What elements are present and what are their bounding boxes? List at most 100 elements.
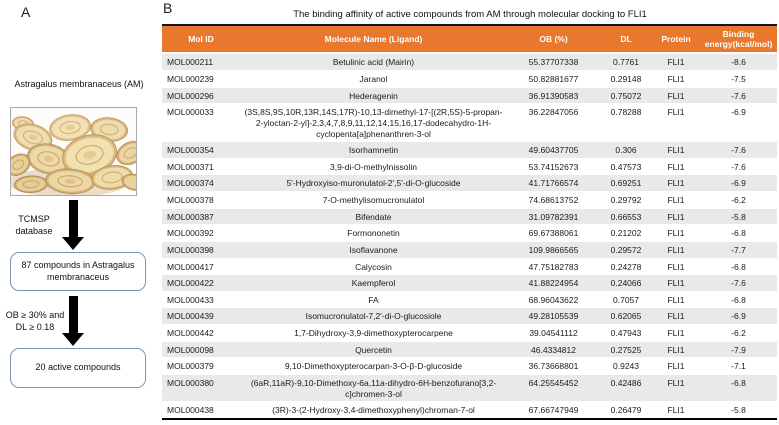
table-cell: (3S,8S,9S,10R,13R,14S,17R)-10,13-dimethy…: [240, 103, 507, 143]
table-cell: 49.28105539: [507, 307, 600, 325]
table-cell: MOL000033: [162, 103, 240, 143]
table-cell: 109.9866565: [507, 241, 600, 259]
table-cell: 47.75182783: [507, 258, 600, 276]
table-cell: 46.4334812: [507, 341, 600, 359]
table-cell: -6.2: [700, 191, 777, 209]
table-cell: 0.66553: [600, 208, 652, 226]
table-cell: -7.6: [700, 141, 777, 159]
table-cell: Hederagenin: [240, 87, 507, 105]
table-cell: 0.29148: [600, 70, 652, 88]
table-cell: -6.9: [700, 174, 777, 192]
table-cell: MOL000374: [162, 174, 240, 192]
table-cell: 0.47943: [600, 324, 652, 342]
table-cell: 0.27525: [600, 341, 652, 359]
table-cell: MOL000433: [162, 291, 240, 309]
table-row: MOL000296 Hederagenin 36.91390583 0.75072 FL…: [162, 87, 777, 105]
table-cell: -7.9: [700, 341, 777, 359]
table-row: MOL000374 5'-Hydroxyiso-muronulatol-2',5'…: [162, 174, 777, 192]
table-cell: 9,10-Dimethoxypterocarpan-3-O-β-D-glucos…: [240, 357, 507, 375]
table-row: MOL000379 9,10-Dimethoxypterocarpan-3-O-β…: [162, 357, 777, 375]
column-header: Binding energy(kcal/mol): [700, 23, 777, 55]
plant-name: Astragalus membranaceus (AM): [14, 79, 144, 89]
table-cell: FLI1: [652, 208, 700, 226]
table-cell: 50.82881677: [507, 70, 600, 88]
table-cell: FLI1: [652, 53, 700, 72]
table-cell: FLI1: [652, 258, 700, 276]
tcmsp-database-label: TCMSP database: [15, 214, 53, 237]
down-arrow-icon: [62, 200, 84, 250]
table-header: Mol ID Molecule Name (Ligand) OB (%) DL Prot…: [162, 23, 777, 55]
column-header: OB (%): [507, 23, 600, 55]
table-row: MOL000378 7-O-methylisomucronulatol 74.686…: [162, 191, 777, 209]
table-cell: 68.96043622: [507, 291, 600, 309]
table-cell: 49.60437705: [507, 141, 600, 159]
table-cell: 0.24278: [600, 258, 652, 276]
table-cell: FLI1: [652, 158, 700, 176]
table-row: MOL000380 (6aR,11aR)-9,10-Dimethoxy-6a,11…: [162, 374, 777, 403]
table-cell: -7.7: [700, 241, 777, 259]
table-cell: FLI1: [652, 374, 700, 403]
table-cell: 53.74152673: [507, 158, 600, 176]
table-cell: MOL000392: [162, 224, 240, 242]
table-row: MOL000098 Quercetin 46.4334812 0.27525 FLI1-…: [162, 341, 777, 359]
filter-criteria-label: OB ≥ 30% and DL ≥ 0.18: [5, 310, 65, 333]
table-cell: MOL000371: [162, 158, 240, 176]
table-cell: Kaempferol: [240, 274, 507, 292]
table-cell: Isoflavanone: [240, 241, 507, 259]
table-cell: 0.9243: [600, 357, 652, 375]
table-cell: FLI1: [652, 141, 700, 159]
table-cell: -6.9: [700, 103, 777, 143]
table-cell: MOL000422: [162, 274, 240, 292]
table-cell: 1,7-Dihydroxy-3,9-dimethoxypterocarpene: [240, 324, 507, 342]
header-row: Mol ID Molecule Name (Ligand) OB (%) DL Prot…: [162, 23, 777, 55]
table-cell: MOL000378: [162, 191, 240, 209]
table-row: MOL000392 Formononetin 69.67388061 0.21202 F…: [162, 224, 777, 242]
table-cell: MOL000417: [162, 258, 240, 276]
table-cell: 0.29792: [600, 191, 652, 209]
column-header: Mol ID: [162, 23, 240, 55]
table-row: MOL000387 Bifendate 31.09782391 0.66553 FLI1…: [162, 208, 777, 226]
am-photo: [10, 107, 137, 196]
panel-b-label: B: [163, 0, 173, 16]
table-cell: -6.8: [700, 291, 777, 309]
table-cell: Isorhamnetin: [240, 141, 507, 159]
table-title: The binding affinity of active compounds…: [293, 9, 647, 20]
column-header: Protein: [652, 23, 700, 55]
table-cell: -6.9: [700, 307, 777, 325]
table-cell: 31.09782391: [507, 208, 600, 226]
table-cell: -6.8: [700, 374, 777, 403]
astragalus-root-slices-image: [11, 108, 136, 195]
table-cell: 36.91390583: [507, 87, 600, 105]
table-row: MOL000354 Isorhamnetin 49.60437705 0.306 FLI…: [162, 141, 777, 159]
table-cell: 0.75072: [600, 87, 652, 105]
table-row: MOL000398 Isoflavanone 109.9866565 0.29572 F…: [162, 241, 777, 259]
table-cell: -5.8: [700, 401, 777, 420]
table-cell: 69.67388061: [507, 224, 600, 242]
table-cell: FLI1: [652, 191, 700, 209]
table-cell: MOL000387: [162, 208, 240, 226]
table-row: MOL000433 FA 68.96043622 0.7057 FLI1 -6.8: [162, 291, 777, 309]
table-cell: MOL000380: [162, 374, 240, 403]
table-cell: 0.69251: [600, 174, 652, 192]
table-cell: Calycosin: [240, 258, 507, 276]
table-cell: 64.25545452: [507, 374, 600, 403]
table-cell: MOL000354: [162, 141, 240, 159]
table-cell: (6aR,11aR)-9,10-Dimethoxy-6a,11a-dihydro…: [240, 374, 507, 403]
active-compounds-box: 20 active compounds: [10, 348, 146, 388]
table-cell: -7.1: [700, 357, 777, 375]
table-cell: FLI1: [652, 103, 700, 143]
table-row: MOL000371 3,9-di-O-methylnissolin 53.74152…: [162, 158, 777, 176]
table-cell: 0.62065: [600, 307, 652, 325]
table-cell: -6.8: [700, 224, 777, 242]
table-cell: -7.6: [700, 158, 777, 176]
column-header: Molecule Name (Ligand): [240, 23, 507, 55]
figure-panel-b: B The binding affinity of active compoun…: [162, 0, 778, 420]
table-cell: 0.24066: [600, 274, 652, 292]
table-cell: 5'-Hydroxyiso-muronulatol-2',5'-di-O-glu…: [240, 174, 507, 192]
table-cell: -8.6: [700, 53, 777, 72]
down-arrow-icon: [62, 296, 84, 346]
table-cell: 0.42486: [600, 374, 652, 403]
table-cell: Formononetin: [240, 224, 507, 242]
table-cell: MOL000398: [162, 241, 240, 259]
table-cell: (3R)-3-(2-Hydroxy-3,4-dimethoxyphenyl)ch…: [240, 401, 507, 420]
